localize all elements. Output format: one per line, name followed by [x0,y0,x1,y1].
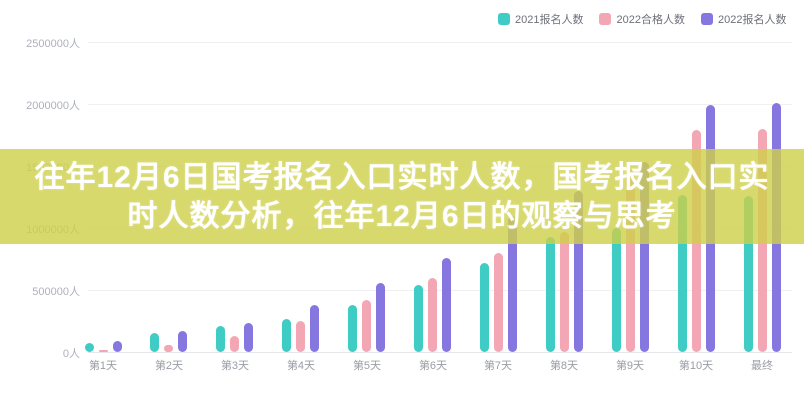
bar-2022-registrations [376,283,385,352]
bar-2022-qualified [560,232,569,352]
x-axis-label: 第1天 [88,360,118,372]
y-axis-tick-label: 2000000人 [26,100,80,112]
bar-2022-registrations [442,258,451,352]
bar-2021-registrations [85,343,94,352]
x-axis-label: 第9天 [615,360,645,372]
gridline [88,104,792,105]
legend-item-2022-registrations[interactable]: 2022报名人数 [700,11,787,27]
legend-label: 2022合格人数 [616,14,685,26]
bar-2021-registrations [150,333,159,352]
x-axis-label: 最终 [751,360,773,372]
x-axis-label: 第7天 [483,360,513,372]
bar-2022-qualified [494,253,503,352]
y-axis-tick-label: 500000人 [32,286,80,298]
bar-2021-registrations [414,285,423,352]
y-axis-tick-label: 2500000人 [26,38,80,50]
bar-2021-registrations [546,237,555,352]
bar-2022-qualified [99,350,108,352]
gridline [88,290,792,291]
chart-legend: 2021报名人数 2022合格人数 2022报名人数 [498,11,786,27]
bar-2021-registrations [480,263,489,352]
bar-2022-registrations [244,323,253,352]
legend-label: 2022报名人数 [717,14,787,26]
legend-swatch-icon [498,13,510,25]
legend-swatch-icon [700,13,713,25]
bar-2022-registrations [310,305,319,352]
legend-item-2021-registrations[interactable]: 2021报名人数 [498,11,583,27]
bar-2022-qualified [428,278,437,352]
bar-2022-registrations [508,216,517,352]
x-axis-label: 第3天 [220,360,250,372]
gridline [88,42,792,43]
bar-2022-qualified [230,336,239,352]
x-axis-line [88,352,792,353]
bar-2021-registrations [216,326,225,352]
headline-overlay: 往年12月6日国考报名入口实时人数，国考报名入口实 时人数分析，往年12月6日的… [0,149,804,244]
bar-2021-registrations [348,305,357,352]
x-axis-label: 第8天 [549,360,579,372]
bar-2022-registrations [113,341,122,352]
bar-2022-qualified [296,321,305,352]
x-axis-label: 第10天 [678,360,714,372]
headline-line-1: 往年12月6日国考报名入口实时人数，国考报名入口实 [34,160,770,194]
bar-2022-registrations [574,191,583,352]
bar-2022-qualified [626,170,635,352]
x-axis-label: 第6天 [418,360,448,372]
bar-2021-registrations [678,195,687,352]
bar-2022-qualified [164,345,173,352]
x-axis-label: 第2天 [154,360,184,372]
legend-swatch-icon [599,13,612,25]
bar-2022-qualified [362,300,371,352]
legend-label: 2021报名人数 [515,14,584,26]
legend-item-2022-qualified[interactable]: 2022合格人数 [599,11,685,27]
bar-2021-registrations [744,196,753,352]
y-axis-tick-label: 0人 [62,348,80,360]
bar-2022-registrations [640,162,649,352]
x-axis-label: 第5天 [352,360,382,372]
x-axis-label: 第4天 [286,360,316,372]
bar-2022-registrations [178,331,187,352]
bar-2021-registrations [282,319,291,352]
bar-2021-registrations [612,228,621,352]
headline-line-2: 时人数分析，往年12月6日的观察与思考 [127,199,677,233]
